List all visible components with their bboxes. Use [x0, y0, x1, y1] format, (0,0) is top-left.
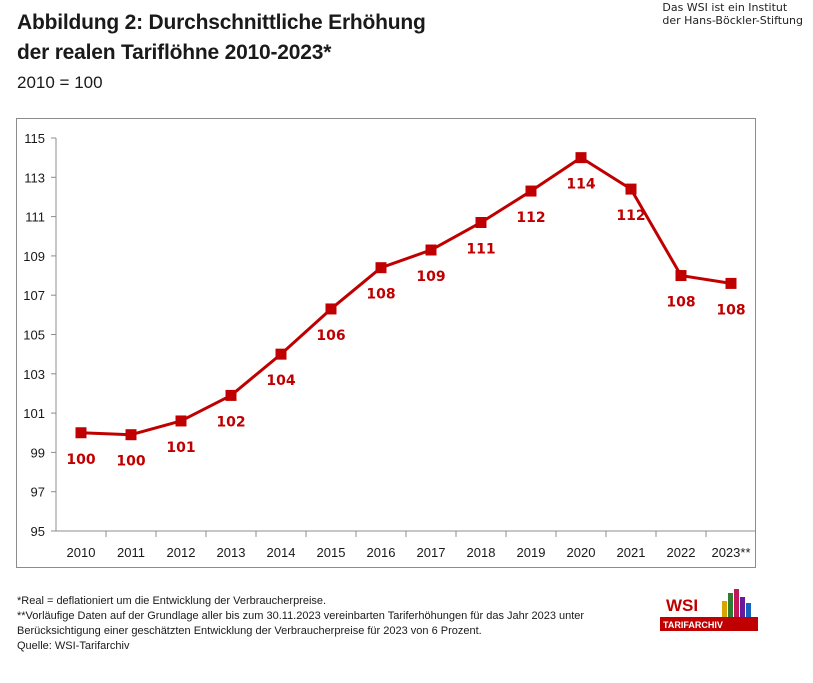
- data-point-marker: [75, 427, 87, 439]
- y-tick-label: 97: [31, 485, 45, 500]
- data-label: 101: [166, 440, 195, 456]
- logo-bar-4: [740, 597, 745, 621]
- logo-band: [660, 617, 758, 631]
- y-tick-label: 95: [31, 524, 45, 539]
- data-label: 106: [316, 328, 345, 344]
- x-tick-label: 2020: [567, 545, 596, 560]
- data-label: 109: [416, 269, 445, 285]
- data-point-marker: [225, 389, 237, 401]
- logo-bar-5: [746, 603, 751, 621]
- data-label: 102: [216, 414, 245, 430]
- data-label: 108: [366, 287, 395, 303]
- x-tick-label: 2022: [667, 545, 696, 560]
- logo-bar-1: [722, 601, 727, 621]
- data-label: 112: [616, 208, 645, 224]
- data-label: 108: [716, 302, 745, 318]
- data-label: 112: [516, 210, 545, 226]
- data-label: 111: [466, 241, 495, 257]
- data-point-marker: [175, 415, 187, 427]
- y-tick-label: 109: [23, 249, 45, 264]
- footnotes: *Real = deflationiert um die Entwicklung…: [17, 594, 584, 654]
- chart-title-line-1: Abbildung 2: Durchschnittliche Erhöhung: [17, 11, 426, 34]
- data-point-marker: [475, 216, 487, 228]
- y-tick-label: 99: [31, 445, 45, 460]
- chart-subtitle: 2010 = 100: [17, 73, 103, 92]
- x-tick-label: 2017: [417, 545, 446, 560]
- data-point-marker: [425, 244, 437, 256]
- footnote-real: *Real = deflationiert um die Entwicklung…: [17, 595, 327, 607]
- data-point-marker: [675, 270, 687, 282]
- footnote-preliminary-cont: Berücksichtigung einer geschätzten Entwi…: [17, 625, 482, 637]
- data-label: 100: [66, 452, 95, 468]
- logo-bar-2: [728, 593, 733, 621]
- data-point-marker: [275, 348, 287, 360]
- institute-line-1: Das WSI ist ein Institut: [662, 1, 788, 14]
- y-tick-label: 111: [25, 210, 45, 225]
- data-label: 104: [266, 373, 295, 389]
- logo-bar-3: [734, 589, 739, 621]
- x-tick-label: 2019: [517, 545, 546, 560]
- chart-title: Abbildung 2: Durchschnittliche Erhöhung …: [17, 8, 577, 68]
- x-tick-label: 2015: [317, 545, 346, 560]
- chart-title-line-2: der realen Tariflöhne 2010-2023*: [17, 41, 332, 64]
- logo-text-top: WSI: [666, 596, 698, 615]
- data-point-marker: [125, 429, 137, 441]
- data-point-marker: [525, 185, 537, 197]
- y-tick-label: 103: [23, 367, 45, 382]
- data-point-marker: [375, 262, 387, 274]
- chart-frame: [16, 118, 756, 568]
- footnote-source: Quelle: WSI-Tarifarchiv: [17, 640, 130, 652]
- logo-text-bottom: TARIFARCHIV: [663, 620, 723, 630]
- y-tick-label: 113: [24, 170, 45, 185]
- series-line: [80, 156, 732, 437]
- x-tick-label: 2018: [467, 545, 496, 560]
- footnote-preliminary: **Vorläufige Daten auf der Grundlage all…: [17, 610, 585, 622]
- data-label: 108: [666, 295, 695, 311]
- y-tick-label: 101: [23, 406, 45, 421]
- x-tick-label: 2016: [367, 545, 396, 560]
- x-tick-label: 2014: [267, 545, 296, 560]
- y-tick-label: 115: [24, 131, 45, 146]
- data-point-marker: [625, 183, 637, 195]
- x-tick-label: 2010: [67, 545, 96, 560]
- x-tick-label: 2023**: [711, 545, 750, 560]
- data-label: 100: [116, 454, 145, 470]
- x-tick-label: 2012: [167, 545, 196, 560]
- x-tick-label: 2011: [117, 545, 145, 560]
- institute-line-2: der Hans-Böckler-Stiftung: [662, 14, 803, 27]
- x-tick-label: 2021: [617, 545, 646, 560]
- institute-note: Das WSI ist ein Institut der Hans-Böckle…: [662, 1, 803, 27]
- y-tick-label: 107: [23, 288, 45, 303]
- data-point-marker: [325, 303, 337, 315]
- wsi-tarifarchiv-logo: WSI TARIFARCHIV: [660, 589, 758, 631]
- data-point-marker: [725, 277, 737, 289]
- y-tick-label: 105: [23, 328, 45, 343]
- x-tick-label: 2013: [217, 545, 246, 560]
- data-point-marker: [575, 152, 587, 164]
- data-label: 114: [566, 177, 595, 193]
